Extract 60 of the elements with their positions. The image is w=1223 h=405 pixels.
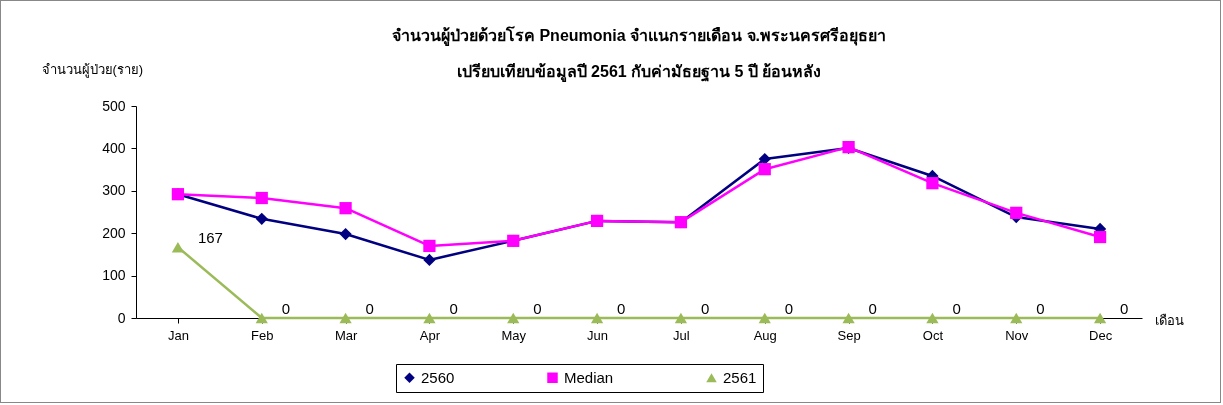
legend-label: 2560: [421, 368, 455, 386]
y-tick-label: 0: [117, 309, 126, 326]
point: [674, 312, 688, 324]
x-tick-label: Feb: [251, 327, 274, 343]
x-tick-label: Jun: [587, 327, 609, 343]
point: [758, 163, 771, 176]
data-label: 0: [784, 300, 794, 317]
point: [758, 152, 771, 166]
point: [1093, 230, 1107, 244]
point: [339, 202, 352, 215]
point: [842, 312, 855, 324]
x-tick-label: Oct: [922, 327, 944, 343]
y-axis-title: จำนวนผู้ป่วย(ราย): [41, 61, 144, 78]
x-tick-label: Dec: [1089, 327, 1113, 343]
point: [339, 312, 352, 324]
y-tick-label: 400: [102, 139, 126, 156]
data-label: 0: [700, 300, 710, 317]
point: [926, 312, 939, 324]
point: [423, 253, 436, 267]
data-label: 0: [952, 300, 961, 317]
point: [339, 227, 352, 241]
point: [1010, 206, 1023, 219]
data-label: 0: [1036, 300, 1045, 317]
data-label: 0: [281, 300, 291, 317]
data-label: 0: [868, 300, 877, 317]
x-tick-label: Nov: [1005, 327, 1029, 343]
data-label: 0: [533, 300, 542, 317]
y-tick-label: 300: [102, 182, 126, 199]
point: [171, 241, 185, 253]
legend-label: Median: [564, 368, 614, 386]
data-label: 0: [617, 300, 626, 317]
legend-label: 2561: [723, 368, 757, 386]
x-axis-title: เดือน: [1154, 312, 1184, 328]
x-tick-label: Aug: [753, 327, 777, 343]
data-label: 0: [1120, 300, 1129, 317]
point: [926, 177, 939, 190]
point: [255, 312, 268, 324]
x-tick-label: May: [501, 327, 527, 343]
x-tick-label: Sep: [837, 327, 861, 343]
point: [1093, 312, 1107, 324]
y-tick-label: 200: [102, 224, 126, 241]
text: เปรียบเทียบข้อมูลปี 2561 กับค่ามัธยฐาน 5 ปี ย้อนหลัง: [456, 63, 822, 80]
point: [423, 312, 436, 324]
data-label: 0: [449, 300, 458, 317]
text: จำนวนผู้ป่วยด้วยโรค Pneumonia จำแนกรายเดือน จ.พระนครศรีอยุธยา: [391, 27, 887, 44]
x-tick-label: Jul: [673, 327, 690, 343]
y-tick-label: 500: [102, 97, 126, 114]
y-tick-label: 100: [102, 267, 126, 284]
point: [255, 191, 268, 205]
point: [758, 312, 771, 324]
point: [255, 212, 268, 225]
x-tick-label: Apr: [419, 327, 441, 343]
data-label: 0: [365, 300, 374, 317]
point: [423, 239, 436, 253]
point: [507, 312, 520, 324]
x-tick-label: Jan: [167, 327, 189, 343]
point: [590, 312, 604, 324]
x-tick-label: Mar: [334, 327, 358, 343]
point: [1010, 312, 1023, 324]
data-label: 167: [197, 229, 223, 247]
